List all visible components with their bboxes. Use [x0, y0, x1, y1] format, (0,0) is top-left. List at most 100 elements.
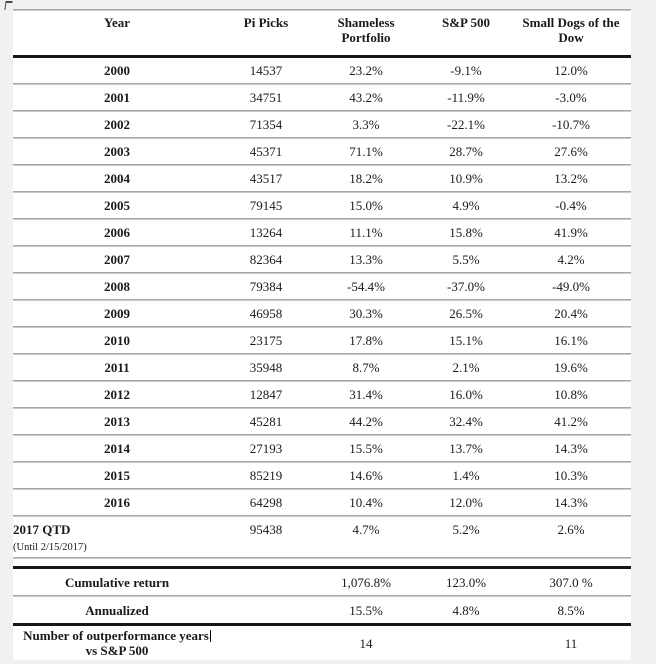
column-header-shameless-portfolio: Shameless Portfolio — [337, 15, 395, 45]
row-divider — [13, 218, 631, 220]
sp500-cell: -22.1% — [447, 117, 485, 132]
year-cell: 2012 — [104, 387, 130, 402]
table-row: 2014 27193 15.5% 13.7% 14.3% — [13, 436, 631, 461]
shameless-portfolio-cell: 1,076.8% — [341, 574, 391, 590]
annualized-row: Annualized 15.5% 4.8% 8.5% — [13, 597, 631, 623]
row-divider — [13, 326, 631, 328]
small-dogs-cell: -49.0% — [552, 279, 590, 294]
year-cell: 2001 — [104, 90, 130, 105]
sp500-cell: 15.8% — [449, 225, 483, 240]
small-dogs-cell: 27.6% — [554, 144, 588, 159]
sp500-cell: 123.0% — [445, 574, 487, 590]
small-dogs-cell: 14.3% — [554, 441, 588, 456]
sp500-cell: 32.4% — [449, 414, 483, 429]
year-cell: 2013 — [104, 414, 130, 429]
summary-label: Annualized — [85, 602, 149, 618]
row-divider — [13, 595, 631, 597]
shameless-portfolio-cell: 43.2% — [349, 90, 383, 105]
small-dogs-cell: 307.0 % — [549, 574, 593, 590]
year-rows: 2000 14537 23.2% -9.1% 12.0% 2001 34751 … — [13, 58, 631, 517]
table-row: 2002 71354 3.3% -22.1% -10.7% — [13, 112, 631, 137]
sp500-cell: 12.0% — [449, 495, 483, 510]
shameless-portfolio-cell: 17.8% — [349, 333, 383, 348]
row-divider — [13, 407, 631, 409]
shameless-portfolio-cell: 71.1% — [349, 144, 383, 159]
header-bottom-rule — [13, 55, 631, 58]
small-dogs-cell: 10.3% — [554, 468, 588, 483]
small-dogs-cell: 2.6% — [557, 522, 585, 537]
row-divider — [13, 299, 631, 301]
sp500-cell: 10.9% — [449, 171, 483, 186]
outperformance-label-line2: vs S&P 500 — [85, 643, 149, 658]
small-dogs-cell: 16.1% — [554, 333, 588, 348]
year-cell: 2006 — [104, 225, 130, 240]
pi-picks-cell: 46958 — [249, 306, 283, 321]
table-row: 2015 85219 14.6% 1.4% 10.3% — [13, 463, 631, 488]
row-divider — [13, 191, 631, 193]
shameless-portfolio-cell: 30.3% — [349, 306, 383, 321]
shameless-portfolio-cell: 10.4% — [349, 495, 383, 510]
year-cell: 2008 — [104, 279, 130, 294]
shameless-portfolio-cell: 14 — [359, 635, 373, 651]
returns-table[interactable]: Year Pi Picks Shameless Portfolio S&P 50… — [13, 9, 631, 660]
table-row: 2012 12847 31.4% 16.0% 10.8% — [13, 382, 631, 407]
sp500-cell: -37.0% — [447, 279, 485, 294]
table-top-rule — [13, 9, 631, 11]
small-dogs-cell: 13.2% — [554, 171, 588, 186]
table-row: 2004 43517 18.2% 10.9% 13.2% — [13, 166, 631, 191]
small-dogs-cell: -0.4% — [555, 198, 587, 213]
row-divider — [13, 434, 631, 436]
table-row: 2008 79384 -54.4% -37.0% -49.0% — [13, 274, 631, 299]
shameless-portfolio-cell: 8.7% — [352, 360, 380, 375]
small-dogs-cell: -10.7% — [552, 117, 590, 132]
text-cursor-artifact — [209, 630, 211, 642]
row-divider — [13, 110, 631, 112]
year-cell: 2010 — [104, 333, 130, 348]
sp500-cell: 15.1% — [449, 333, 483, 348]
small-dogs-cell: 14.3% — [554, 495, 588, 510]
shameless-portfolio-cell: 4.7% — [352, 522, 380, 537]
sp500-cell: 4.9% — [452, 198, 480, 213]
small-dogs-cell: 19.6% — [554, 360, 588, 375]
sp500-cell: 2.1% — [452, 360, 480, 375]
sp500-cell: 28.7% — [449, 144, 483, 159]
pi-picks-cell: 71354 — [249, 117, 283, 132]
table-row: 2005 79145 15.0% 4.9% -0.4% — [13, 193, 631, 218]
pi-picks-cell: 79384 — [249, 279, 283, 294]
sp500-cell — [421, 626, 511, 660]
year-label: 2017 QTD — [13, 522, 71, 537]
column-header-small-dogs: Small Dogs of the Dow — [522, 15, 620, 45]
shameless-portfolio-cell: 11.1% — [349, 225, 383, 240]
year-cell: 2003 — [104, 144, 130, 159]
shameless-portfolio-cell: 18.2% — [349, 171, 383, 186]
row-divider — [13, 380, 631, 382]
pi-picks-cell: 35948 — [249, 360, 283, 375]
row-divider — [13, 245, 631, 247]
pi-picks-cell: 82364 — [249, 252, 283, 267]
shameless-portfolio-cell: 13.3% — [349, 252, 383, 267]
pi-picks-cell — [221, 597, 311, 623]
column-header-sp500: S&P 500 — [441, 15, 491, 30]
row-divider — [13, 461, 631, 463]
small-dogs-cell: -3.0% — [555, 90, 587, 105]
table-row: 2013 45281 44.2% 32.4% 41.2% — [13, 409, 631, 434]
sp500-cell: 26.5% — [449, 306, 483, 321]
header-row: Year Pi Picks Shameless Portfolio S&P 50… — [13, 11, 631, 55]
pi-picks-cell: 79145 — [249, 198, 283, 213]
shameless-portfolio-cell: 14.6% — [349, 468, 383, 483]
year-cell: 2007 — [104, 252, 130, 267]
qtd-note: (Until 2/15/2017) — [13, 542, 87, 553]
small-dogs-cell: 41.9% — [554, 225, 588, 240]
year-cell: 2014 — [104, 441, 130, 456]
outperformance-label-line1: Number of outperformance years — [23, 628, 211, 643]
year-cell: 2011 — [104, 360, 130, 375]
year-cell: 2017 QTD (Until 2/15/2017) — [13, 517, 221, 557]
pi-picks-cell: 34751 — [249, 90, 283, 105]
sp500-cell: 4.8% — [452, 602, 480, 618]
row-divider — [13, 272, 631, 274]
shameless-portfolio-cell: 15.5% — [349, 602, 383, 618]
small-dogs-cell: 11 — [564, 635, 578, 651]
sp500-cell: -9.1% — [450, 63, 482, 78]
cumulative-return-row: Cumulative return 1,076.8% 123.0% 307.0 … — [13, 569, 631, 595]
pi-picks-cell: 45281 — [249, 414, 283, 429]
